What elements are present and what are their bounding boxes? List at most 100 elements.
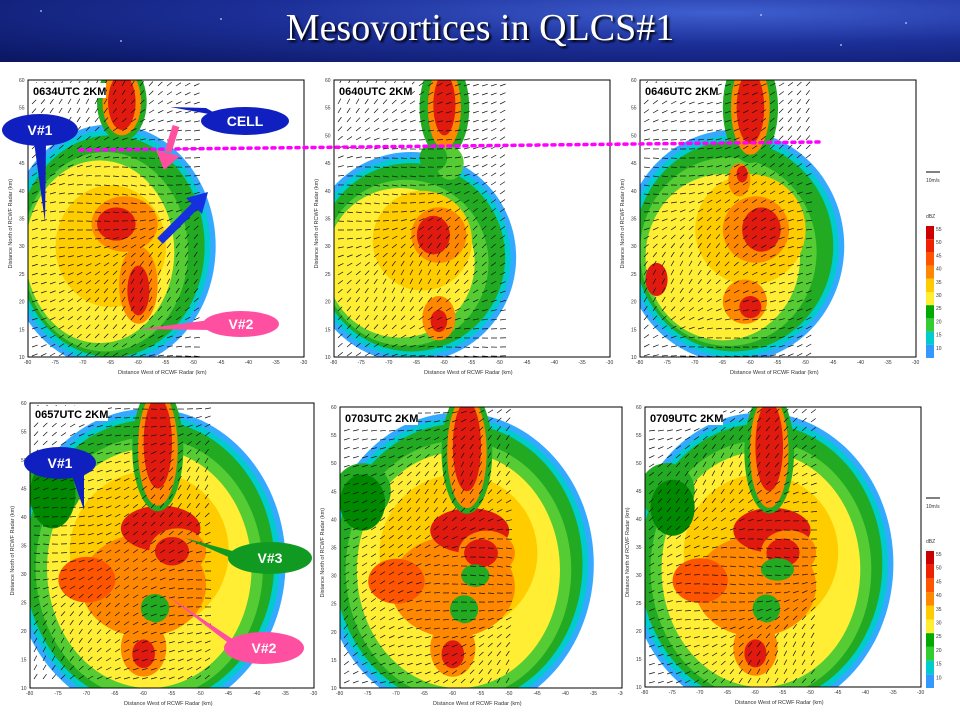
x-tick-label: -55 <box>774 360 781 366</box>
colorbar-swatch <box>926 578 934 593</box>
y-tick-label: 55 <box>19 106 25 112</box>
svg-text:0703UTC 2KM: 0703UTC 2KM <box>345 413 418 425</box>
x-tick-label: -80 <box>636 360 643 366</box>
colorbar-tick: 40 <box>936 267 942 273</box>
colorbar-swatch <box>926 318 934 332</box>
y-tick-label: 40 <box>19 189 25 195</box>
colorbar-swatch <box>926 265 934 279</box>
x-tick-label: -70 <box>385 360 392 366</box>
y-tick-label: 50 <box>636 461 642 467</box>
y-tick-label: 40 <box>631 189 637 195</box>
colorbar-tick: 25 <box>936 306 942 312</box>
y-tick-label: 45 <box>19 161 25 167</box>
x-tick-label: -40 <box>551 360 558 366</box>
title-banner: Mesovortices in QLCS#1 <box>0 0 960 62</box>
x-tick-label: -45 <box>217 360 224 366</box>
x-tick-label: -35 <box>889 690 896 696</box>
x-tick-label: -55 <box>468 360 475 366</box>
pink-down-arrow <box>156 124 180 170</box>
x-tick-label: -55 <box>168 691 175 697</box>
y-tick-label: 35 <box>21 544 27 550</box>
y-tick-label: 10 <box>19 355 25 361</box>
x-tick-label: -55 <box>162 360 169 366</box>
svg-text:0646UTC 2KM: 0646UTC 2KM <box>645 86 718 98</box>
y-tick-label: 55 <box>21 430 27 436</box>
x-tick-label: -40 <box>253 691 260 697</box>
x-tick-label: -65 <box>107 360 114 366</box>
y-tick-label: 55 <box>331 433 337 439</box>
y-tick-label: 50 <box>631 133 637 139</box>
x-tick-label: -35 <box>282 691 289 697</box>
svg-text:0657UTC 2KM: 0657UTC 2KM <box>35 409 108 421</box>
y-tick-label: 15 <box>631 327 637 333</box>
x-tick-label: -30 <box>300 360 307 366</box>
colorbar-tick: 30 <box>936 621 942 627</box>
v3-bottom-callout: V#3 <box>185 538 312 574</box>
y-tick-label: 15 <box>19 327 25 333</box>
x-tick-label: -75 <box>364 691 371 697</box>
x-tick-label: -80 <box>26 691 33 697</box>
blue-northeast-arrow <box>157 192 208 244</box>
y-tick-label: 45 <box>331 489 337 495</box>
x-tick-label: -40 <box>857 360 864 366</box>
colorbar-tick: 20 <box>936 319 942 325</box>
y-tick-label: 25 <box>636 601 642 607</box>
svg-text:0709UTC 2KM: 0709UTC 2KM <box>650 413 723 425</box>
y-tick-label: 45 <box>631 161 637 167</box>
y-tick-label: 30 <box>636 573 642 579</box>
x-tick-label: -50 <box>802 360 809 366</box>
x-tick-label: -45 <box>523 360 530 366</box>
colorbar-tick: 10 <box>936 346 942 352</box>
y-axis-label: Distance North of RCWF Radar (km) <box>8 179 14 269</box>
colorbar-tick: 15 <box>936 333 942 339</box>
colorbar-unit-label: dBZ <box>926 539 935 545</box>
y-tick-label: 30 <box>21 572 27 578</box>
x-axis-label: Distance West of RCWF Radar (km) <box>735 700 824 706</box>
y-tick-label: 20 <box>636 629 642 635</box>
y-tick-label: 25 <box>331 602 337 608</box>
x-tick-label: -75 <box>54 691 61 697</box>
y-tick-label: 35 <box>636 545 642 551</box>
x-tick-label: -55 <box>477 691 484 697</box>
x-tick-label: -80 <box>24 360 31 366</box>
colorbar-1: 10m/s dBZ 55 50 45 40 35 30 25 20 15 10 <box>926 171 942 358</box>
x-tick-label: -35 <box>272 360 279 366</box>
radar-panel-2: 0640UTC 2KM -80 -75 -70 -65 -60 -55 -50 -45 -40 -3… <box>312 76 616 381</box>
x-tick-label: -70 <box>79 360 86 366</box>
x-tick-label: -75 <box>358 360 365 366</box>
v2-top-callout-text: V#2 <box>229 316 254 332</box>
y-tick-label: 60 <box>331 405 337 411</box>
y-tick-label: 40 <box>21 515 27 521</box>
colorbar-swatch <box>926 633 934 647</box>
y-tick-label: 20 <box>331 630 337 636</box>
colorbar-tick: 45 <box>936 253 942 259</box>
panel-time-label: 0709UTC 2KM <box>647 410 723 425</box>
y-tick-label: 60 <box>19 78 25 84</box>
y-tick-label: 35 <box>325 217 331 223</box>
y-tick-label: 25 <box>21 601 27 607</box>
x-tick-label: -65 <box>719 360 726 366</box>
colorbar-tick: 20 <box>936 648 942 654</box>
colorbar-tick: 35 <box>936 607 942 613</box>
x-tick-label: -45 <box>533 691 540 697</box>
x-axis-label: Distance West of RCWF Radar (km) <box>433 701 522 707</box>
colorbar-tick: 45 <box>936 579 942 585</box>
wind-scale-label: 10m/s <box>926 178 940 184</box>
colorbar-swatch <box>926 674 934 688</box>
x-tick-label: -45 <box>225 691 232 697</box>
colorbar-tick: 40 <box>936 593 942 599</box>
y-tick-label: 45 <box>325 161 331 167</box>
panel-time-label: 0640UTC 2KM <box>336 83 412 98</box>
y-axis-label: Distance North of RCWF Radar (km) <box>320 508 326 598</box>
x-tick-label: -70 <box>83 691 90 697</box>
y-tick-label: 30 <box>325 244 331 250</box>
x-tick-label: -30 <box>606 360 613 366</box>
x-axis-label: Distance West of RCWF Radar (km) <box>730 370 819 376</box>
x-tick-label: -75 <box>52 360 59 366</box>
x-tick-label: -50 <box>807 690 814 696</box>
y-tick-label: 15 <box>331 658 337 664</box>
x-tick-label: -50 <box>505 691 512 697</box>
colorbar-tick: 55 <box>936 552 942 558</box>
x-tick-label: -70 <box>392 691 399 697</box>
slide-title: Mesovortices in QLCS#1 <box>285 7 675 49</box>
